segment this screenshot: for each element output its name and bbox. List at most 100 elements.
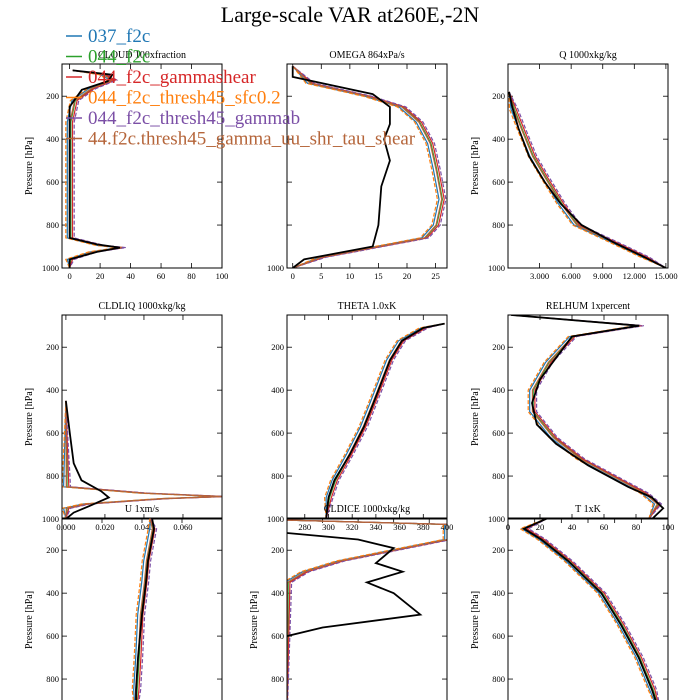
y-tick-label: 1000 bbox=[488, 263, 505, 273]
panels: CLOUD 100xfraction Pressure [hPa] 0 20 40 60 8… bbox=[24, 50, 678, 700]
series-line-044_f2c_thresh45_gammab bbox=[527, 518, 660, 700]
figure-title: Large-scale VAR at260E,-2N bbox=[221, 2, 480, 27]
x-tick-label: 80 bbox=[632, 522, 641, 532]
y-tick-label: 800 bbox=[46, 674, 59, 684]
y-tick-label: 400 bbox=[492, 385, 505, 395]
series-lines bbox=[511, 315, 665, 519]
y-tick-label: 200 bbox=[271, 342, 284, 352]
x-tick-label: 60 bbox=[157, 271, 166, 281]
series-line-037_f2c bbox=[62, 400, 220, 519]
y-tick-label: 800 bbox=[46, 471, 59, 481]
series-line-044_f2c_gammashear bbox=[325, 323, 445, 519]
x-tick-label: 0.060 bbox=[173, 522, 192, 532]
panel-title: CLDICE 1000xkg/kg bbox=[324, 504, 410, 515]
series-line-044_f2c_thresh45_sfc0.2 bbox=[287, 519, 444, 700]
x-tick-label: 0.020 bbox=[95, 522, 114, 532]
y-tick-label: 1000 bbox=[42, 263, 59, 273]
series-line-obs bbox=[287, 532, 423, 637]
series-line-044_f2c_thresh45_gammab bbox=[287, 519, 447, 700]
series-line-044_f2c_thresh45_sfc0.2 bbox=[62, 400, 219, 519]
series-line-044_f2c bbox=[65, 400, 222, 519]
y-axis-label: Pressure [hPa] bbox=[249, 591, 260, 649]
y-tick-label: 400 bbox=[492, 588, 505, 598]
series-line-044_f2c_thresh45_gammab bbox=[508, 91, 667, 268]
series-line-44.f2c.thresh45_gamma_uu_shr_tau_shear bbox=[325, 323, 445, 519]
series-line-044_f2c_thresh45_gammab bbox=[65, 400, 222, 519]
x-tick-label: 12.000 bbox=[623, 271, 646, 281]
x-tick-label: 5 bbox=[319, 271, 323, 281]
panel-title: CLDLIQ 1000xkg/kg bbox=[99, 301, 186, 312]
panel-title: OMEGA 864xPa/s bbox=[329, 50, 404, 61]
series-line-044_f2c_thresh45_sfc0.2 bbox=[323, 323, 445, 519]
x-tick-label: 0.040 bbox=[134, 522, 153, 532]
series-line-044_f2c_thresh45_sfc0.2 bbox=[518, 518, 654, 700]
x-tick-label: 20 bbox=[403, 271, 412, 281]
y-axis-label: Pressure [hPa] bbox=[24, 591, 35, 649]
legend-label: 044_f2c_thresh45_gammab bbox=[88, 108, 300, 129]
x-tick-label: 40 bbox=[126, 271, 135, 281]
series-line-44.f2c.thresh45_gamma_uu_shr_tau_shear bbox=[292, 65, 443, 268]
series-line-obs bbox=[135, 518, 155, 700]
panel-title: RELHUM 1xpercent bbox=[546, 301, 630, 312]
plot-frame bbox=[286, 314, 448, 520]
y-tick-label: 400 bbox=[271, 588, 284, 598]
series-lines bbox=[131, 518, 158, 700]
y-tick-label: 800 bbox=[271, 674, 284, 684]
y-tick-label: 800 bbox=[492, 471, 505, 481]
y-tick-label: 400 bbox=[271, 385, 284, 395]
x-tick-label: 15.000 bbox=[654, 271, 677, 281]
y-tick-label: 400 bbox=[46, 134, 59, 144]
y-axis-label: Pressure [hPa] bbox=[24, 137, 35, 195]
y-tick-label: 600 bbox=[492, 177, 505, 187]
panel-title: Q 1000xkg/kg bbox=[559, 50, 617, 61]
y-tick-label: 200 bbox=[46, 91, 59, 101]
x-tick-label: 0 bbox=[291, 271, 295, 281]
series-line-obs bbox=[325, 322, 445, 519]
y-tick-label: 400 bbox=[492, 134, 505, 144]
y-tick-label: 600 bbox=[46, 177, 59, 187]
series-line-obs bbox=[522, 518, 657, 700]
series-line-44.f2c.thresh45_gamma_uu_shr_tau_shear bbox=[65, 400, 222, 519]
y-tick-label: 400 bbox=[46, 385, 59, 395]
x-tick-label: 360 bbox=[393, 522, 406, 532]
series-lines bbox=[287, 519, 447, 700]
y-tick-label: 200 bbox=[271, 545, 284, 555]
series-line-044_f2c bbox=[325, 323, 445, 519]
x-tick-label: 0.000 bbox=[56, 522, 75, 532]
series-line-037_f2c bbox=[508, 91, 667, 268]
series-line-044_f2c_gammashear bbox=[508, 91, 667, 268]
plot-frame bbox=[61, 517, 223, 700]
panel-3: CLDLIQ 1000xkg/kg Pressure [hPa] 0.000 0.02… bbox=[24, 301, 223, 532]
series-line-obs bbox=[68, 69, 121, 268]
x-tick-label: 25 bbox=[431, 271, 440, 281]
y-tick-label: 1000 bbox=[267, 514, 284, 524]
y-tick-label: 1000 bbox=[42, 514, 59, 524]
x-tick-label: 380 bbox=[417, 522, 430, 532]
legend: 037_f2c044_f2c044_f2c_gammashear044_f2c_… bbox=[66, 26, 416, 150]
x-tick-label: 100 bbox=[216, 271, 229, 281]
series-line-044_f2c_thresh45_sfc0.2 bbox=[131, 518, 151, 700]
series-lines bbox=[323, 322, 445, 519]
panel-title: T 1xK bbox=[575, 504, 601, 515]
series-line-044_f2c bbox=[508, 91, 667, 268]
y-tick-label: 800 bbox=[46, 220, 59, 230]
series-lines bbox=[518, 518, 660, 700]
panel-2: Q 1000xkg/kg Pressure [hPa] 3.000 6.000 9.00… bbox=[470, 50, 678, 281]
y-tick-label: 600 bbox=[271, 428, 284, 438]
x-tick-label: 20 bbox=[96, 271, 105, 281]
plot-frame bbox=[286, 517, 448, 700]
y-tick-label: 200 bbox=[492, 545, 505, 555]
y-tick-label: 800 bbox=[492, 674, 505, 684]
series-line-044_f2c_thresh45_sfc0.2 bbox=[292, 65, 439, 268]
y-tick-label: 600 bbox=[271, 631, 284, 641]
y-tick-label: 200 bbox=[46, 342, 59, 352]
plot-frame bbox=[507, 63, 669, 269]
y-tick-label: 1000 bbox=[488, 514, 505, 524]
x-tick-label: 280 bbox=[298, 522, 311, 532]
legend-label: 044_f2c bbox=[88, 47, 150, 68]
series-line-obs bbox=[291, 66, 391, 268]
